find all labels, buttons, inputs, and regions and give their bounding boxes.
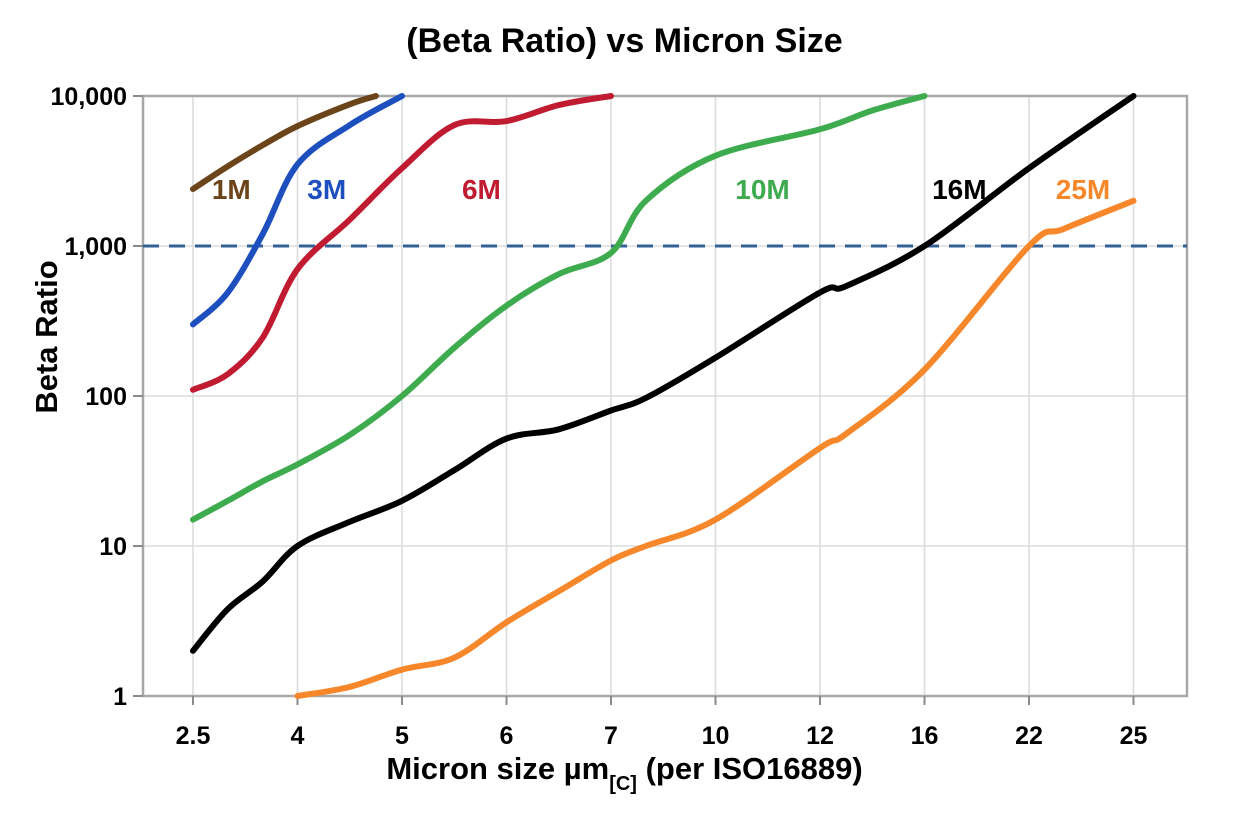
series-line-25M (294, 197, 1137, 699)
series-label-6M: 6M (462, 174, 501, 205)
series-line-3M (190, 93, 405, 328)
x-tick-label: 4 (291, 722, 305, 750)
x-tick-label: 12 (806, 722, 834, 750)
x-tick-label: 22 (1015, 722, 1043, 750)
x-tick-label: 5 (395, 722, 409, 750)
x-tick-label: 10 (702, 722, 730, 750)
chart-title: (Beta Ratio) vs Micron Size (406, 22, 843, 60)
x-tick-label: 16 (911, 722, 939, 750)
series-label-10M: 10M (735, 174, 789, 205)
x-axis-title-rest: (per ISO16889) (636, 751, 863, 786)
y-tick-label: 1 (113, 683, 127, 711)
y-tick-label: 1,000 (64, 233, 127, 261)
x-tick-label: 7 (604, 722, 618, 750)
series-label-3M: 3M (307, 174, 346, 205)
series-group (190, 93, 1137, 699)
y-tick-label: 10 (99, 533, 127, 561)
series-line-6M (190, 93, 614, 393)
series-line-10M (190, 93, 928, 523)
series-label-1M: 1M (212, 174, 251, 205)
x-axis-title-subscript: [C] (609, 773, 637, 795)
series-line-16M (190, 93, 1137, 654)
y-tick-label: 100 (85, 383, 127, 411)
series-label-25M: 25M (1056, 174, 1110, 205)
x-tick-label: 25 (1120, 722, 1148, 750)
series-line-1M (190, 93, 379, 192)
x-tick-label: 2.5 (176, 722, 211, 750)
series-label-16M: 16M (932, 174, 986, 205)
x-tick-label: 6 (500, 722, 514, 750)
x-axis-title-main: Micron size µm (386, 751, 610, 786)
y-tick-label: 10,000 (51, 83, 127, 111)
x-axis-title: Micron size µm[C] (per ISO16889) (0, 751, 1249, 796)
